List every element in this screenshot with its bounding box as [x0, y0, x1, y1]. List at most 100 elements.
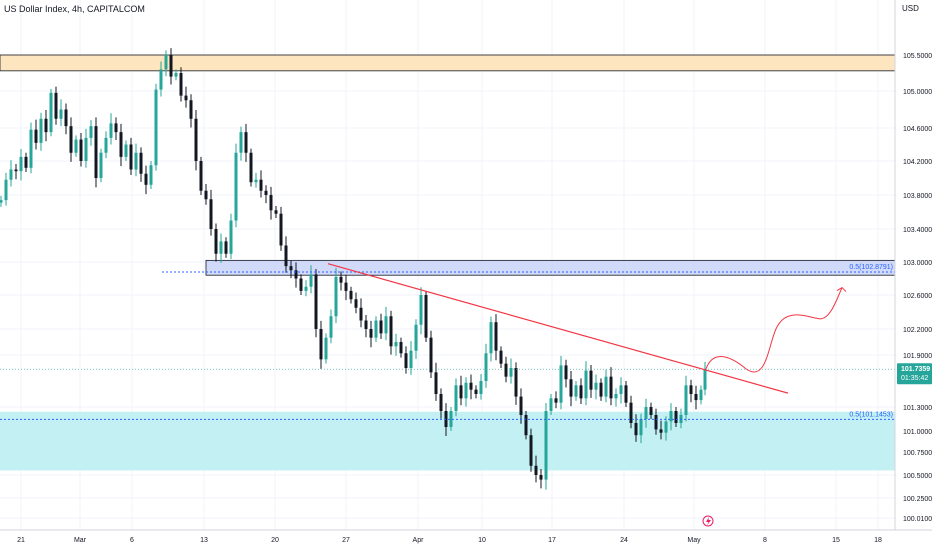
x-tick-label: 27 — [342, 537, 350, 544]
candle-body — [399, 342, 403, 354]
candle-body — [244, 132, 248, 153]
candle-body — [529, 435, 533, 466]
candle-body — [209, 199, 213, 229]
x-tick-label: 20 — [271, 537, 279, 544]
candle-body — [514, 368, 518, 397]
x-axis: 21 Mar 6 13 20 27 Apr 10 17 24 May 8 15 18 — [0, 529, 932, 544]
candle-body — [214, 229, 218, 254]
y-tick-label: 101.0000 — [903, 429, 932, 436]
y-tick-label: 102.2000 — [903, 327, 932, 334]
candle-body — [629, 402, 633, 423]
candle-body — [664, 421, 668, 433]
currency-label: USD — [902, 4, 919, 13]
candle-body — [624, 385, 628, 403]
candle-body — [369, 329, 373, 338]
candle-body — [384, 316, 388, 334]
candle-body — [289, 266, 293, 271]
candle-body — [99, 152, 103, 178]
candle-body — [154, 89, 158, 166]
candle-body — [134, 152, 138, 170]
candle-body — [474, 389, 478, 394]
y-tick-label: 103.8000 — [903, 193, 932, 200]
candle-body — [644, 407, 648, 419]
candle-body — [489, 322, 493, 354]
candles — [0, 48, 707, 490]
x-tick-label: 8 — [763, 537, 767, 544]
candle-body — [294, 270, 298, 279]
lightning-circle — [702, 515, 714, 527]
candle-body — [424, 295, 428, 338]
candle-body — [584, 370, 588, 399]
candle-body — [104, 137, 108, 153]
candle-body — [429, 337, 433, 373]
candle-body — [314, 274, 318, 329]
candle-body — [344, 282, 348, 291]
y-tick-label: 100.7500 — [903, 450, 932, 457]
zone-resistance — [0, 54, 896, 72]
candle-body — [144, 173, 148, 185]
y-tick-label: 104.2000 — [903, 159, 932, 166]
y-tick-label: 103.4000 — [903, 227, 932, 234]
candle-body — [419, 295, 423, 325]
candle-body — [9, 169, 13, 180]
x-tick-label: Mar — [74, 537, 87, 544]
candle-body — [49, 92, 53, 133]
candle-body — [204, 190, 208, 200]
y-tick-label: 103.0000 — [903, 260, 932, 267]
candle-body — [404, 353, 408, 368]
candle-body — [259, 179, 263, 191]
candle-body — [329, 316, 333, 338]
lightning-bolt — [706, 517, 711, 526]
candle-body — [24, 156, 28, 168]
candle-body — [669, 411, 673, 422]
zones — [0, 54, 896, 471]
x-tick-label: Apr — [413, 537, 425, 544]
candle-body — [164, 55, 168, 70]
projection-arrowhead — [836, 286, 847, 292]
candle-body — [469, 382, 473, 390]
candle-body — [334, 276, 338, 317]
y-tick-label: 104.6000 — [903, 126, 932, 133]
candle-body — [19, 156, 23, 172]
candle-body — [44, 118, 48, 133]
candle-body — [284, 245, 288, 267]
candle-body — [129, 144, 133, 170]
candle-body — [649, 407, 653, 415]
candle-body — [94, 126, 98, 178]
candle-body — [0, 200, 3, 203]
candle-body — [654, 415, 658, 430]
x-tick-label: 15 — [832, 537, 840, 544]
x-tick-label: 17 — [548, 537, 556, 544]
candle-body — [569, 379, 573, 397]
lightning-icon[interactable] — [702, 515, 714, 527]
x-tick-label: 21 — [17, 537, 25, 544]
candle-body — [239, 132, 243, 153]
candle-body — [299, 278, 303, 291]
candle-body — [189, 100, 193, 119]
candle-body — [689, 385, 693, 394]
candle-body — [124, 144, 128, 157]
zone-mid — [205, 259, 896, 276]
candle-body — [524, 415, 528, 436]
overlays: 0.5(102.8791) 0.5(101.1453) — [0, 263, 895, 420]
candle-body — [559, 365, 563, 403]
candle-body — [554, 398, 558, 403]
candle-body — [234, 152, 238, 221]
candle-body — [389, 316, 393, 347]
candle-body — [274, 210, 278, 214]
candle-body — [159, 69, 163, 90]
candle-body — [114, 123, 118, 133]
candle-body — [264, 190, 268, 195]
y-tick-label: 100.5000 — [903, 473, 932, 480]
x-tick-label: 13 — [200, 537, 208, 544]
candle-body — [579, 385, 583, 399]
candle-body — [409, 350, 413, 368]
candle-body — [619, 385, 623, 394]
price-badge: 101.7359 01:35:42 — [897, 363, 932, 385]
candle-body — [64, 109, 68, 127]
candle-body — [674, 411, 678, 423]
candle-body — [699, 389, 703, 401]
candle-body — [599, 382, 603, 397]
y-tick-label: 100.0100 — [903, 516, 932, 523]
